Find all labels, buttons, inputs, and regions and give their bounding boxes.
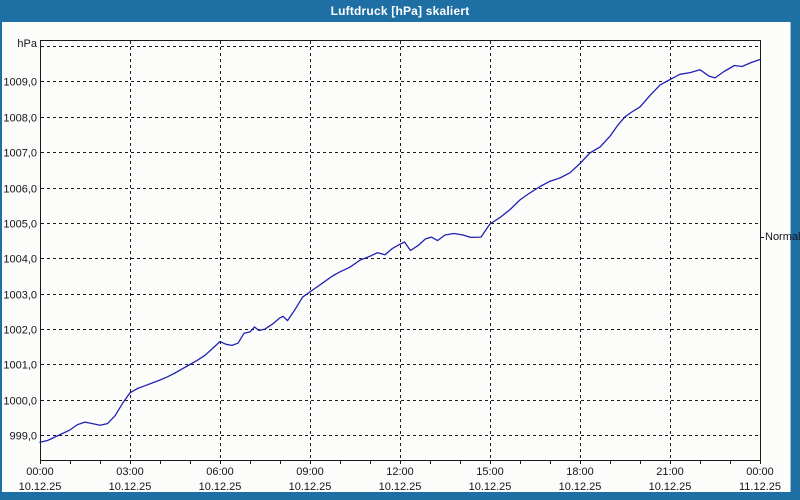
svg-text:10.12.25: 10.12.25 [649, 481, 692, 493]
svg-text:00:00: 00:00 [746, 466, 774, 478]
svg-text:1000,0: 1000,0 [3, 396, 37, 408]
svg-text:10.12.25: 10.12.25 [289, 481, 332, 493]
y-axis-unit-label: hPa [17, 38, 37, 50]
svg-text:1001,0: 1001,0 [3, 360, 37, 372]
svg-text:06:00: 06:00 [206, 466, 234, 478]
normal-marker-label: Normal [765, 231, 800, 243]
svg-text:10.12.25: 10.12.25 [19, 481, 62, 493]
svg-text:999,0: 999,0 [9, 431, 37, 443]
svg-text:10.12.25: 10.12.25 [199, 481, 242, 493]
window-title: Luftdruck [hPa] skaliert [330, 4, 470, 18]
svg-text:1008,0: 1008,0 [3, 113, 37, 125]
svg-text:1003,0: 1003,0 [3, 290, 37, 302]
svg-text:12:00: 12:00 [386, 466, 414, 478]
svg-text:1006,0: 1006,0 [3, 184, 37, 196]
svg-text:10.12.25: 10.12.25 [109, 481, 152, 493]
svg-text:00:00: 00:00 [26, 466, 54, 478]
svg-text:18:00: 18:00 [566, 466, 594, 478]
svg-text:10.12.25: 10.12.25 [559, 481, 602, 493]
svg-text:21:00: 21:00 [656, 466, 684, 478]
svg-text:1002,0: 1002,0 [3, 325, 37, 337]
svg-text:09:00: 09:00 [296, 466, 324, 478]
window-titlebar[interactable]: Luftdruck [hPa] skaliert [0, 0, 800, 22]
svg-text:10.12.25: 10.12.25 [379, 481, 422, 493]
svg-text:03:00: 03:00 [116, 466, 144, 478]
svg-text:11.12.25: 11.12.25 [739, 481, 781, 493]
svg-text:1009,0: 1009,0 [3, 77, 37, 89]
svg-text:1007,0: 1007,0 [3, 148, 37, 160]
svg-text:10.12.25: 10.12.25 [469, 481, 512, 493]
chart-panel [2, 22, 791, 492]
svg-text:1005,0: 1005,0 [3, 219, 37, 231]
svg-text:1004,0: 1004,0 [3, 254, 37, 266]
svg-text:15:00: 15:00 [476, 466, 504, 478]
